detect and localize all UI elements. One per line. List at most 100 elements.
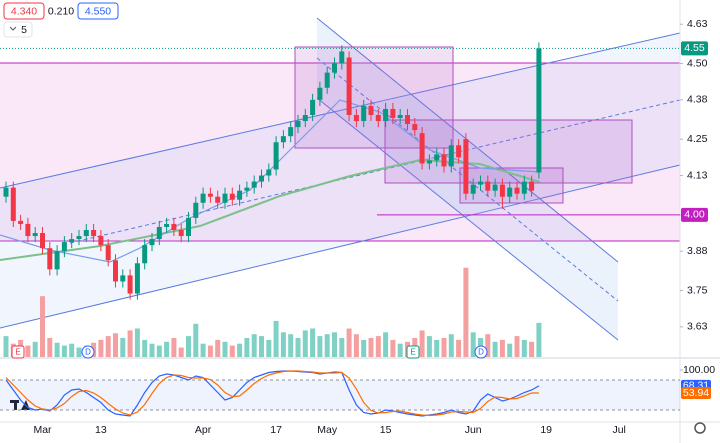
x-tick-label: 19 [540,424,552,436]
candle-body [207,193,213,197]
range-box [0,63,680,241]
volume-bar [346,328,352,357]
volume-bar [200,343,206,357]
volume-bar [215,339,221,357]
ask-box[interactable] [77,2,119,20]
y-tick-label: 3.88 [687,245,708,257]
y-tick-label: 4.63 [687,18,708,30]
x-tick-label: 13 [95,424,107,436]
volume-bar [40,296,45,357]
channel-line [316,97,619,341]
candle-body [237,190,243,200]
volume-bar [339,338,345,357]
volume-bar [171,338,177,357]
last-value-bg [681,387,711,400]
level-label: 4.00 [684,209,705,221]
volume-bar [383,332,389,357]
volume-bar [76,347,82,357]
candle-body [171,223,177,230]
event-icon [11,345,25,359]
volume-bar [164,341,170,357]
volume-bar [499,339,505,357]
candle-body [456,145,462,158]
candle-body [3,187,9,197]
y-tick-label: 4.38 [687,94,708,106]
volume-bar [375,336,381,357]
volume-bar [485,334,491,357]
candle-body [259,175,264,182]
x-tick-label: Mar [33,424,52,436]
bid-box[interactable] [3,2,45,20]
settings-icon[interactable] [694,422,706,434]
volume-bar [456,339,462,357]
volume-bar [273,320,279,357]
bid: 4.340 [11,5,37,17]
candle-body [478,181,483,185]
candle-body [186,217,191,237]
candle-body [529,181,535,191]
candle-body [91,230,97,237]
candle-body [485,181,491,191]
candle-body [390,108,396,119]
candle-body [507,187,513,197]
volume-bar [149,343,155,357]
volume-bar [244,338,250,357]
indicator-count: 5 [21,24,27,36]
volume-bar [54,342,60,357]
volume-bar [222,341,228,357]
candle-body [47,248,53,270]
header: 4.340 0.210 4.550 5 [3,2,119,38]
candle-body [54,251,60,270]
candle-body [499,184,505,197]
volume-bar [47,338,53,357]
volume-bar [310,328,316,357]
candle-body [353,115,359,122]
candle-body [164,223,170,227]
candle-body [470,184,476,194]
volume-bar [98,339,104,357]
candle-body [346,57,352,115]
candle-body [434,154,440,161]
event-icon [406,345,420,359]
volume-bar [397,343,403,357]
y-tick-label: 3.75 [687,284,708,296]
volume-bar [237,343,243,357]
candle-body [288,127,294,137]
volume-bar [32,341,38,357]
volume-bar [120,338,126,357]
candle-body [405,115,410,125]
volume-bar [317,336,323,357]
volume-bar [69,343,75,357]
volume-bar [521,339,527,357]
volume-bar [514,336,520,357]
candle-body [105,245,111,261]
candle-body [521,181,527,194]
volume-bar [156,345,162,357]
level-label-bg [681,207,708,222]
indicator-toggle[interactable] [3,21,33,38]
volume-bar [113,333,118,357]
volume-bar [470,332,476,357]
candle-body [383,108,389,122]
level-band [0,380,680,410]
volume-bar [353,334,359,357]
candle-body [215,196,221,203]
x-tick-label: May [317,424,338,436]
candle-body [280,136,286,143]
candle-body [156,226,162,240]
volume-bar [178,347,184,357]
y-tick-label: 4.25 [687,133,708,145]
candle-body [324,72,330,88]
channel-mid [316,57,619,302]
logo-part [14,400,17,410]
y-tick-label: 4.50 [687,57,708,69]
volume-bar [134,328,140,357]
candle-body [222,193,228,203]
y-tick-label: 100.00 [683,364,715,376]
candle-body [229,193,235,200]
volume-bar [434,339,440,357]
candle-body [368,105,374,115]
candle-body [412,124,418,131]
last-price-label: 4.55 [684,42,705,54]
